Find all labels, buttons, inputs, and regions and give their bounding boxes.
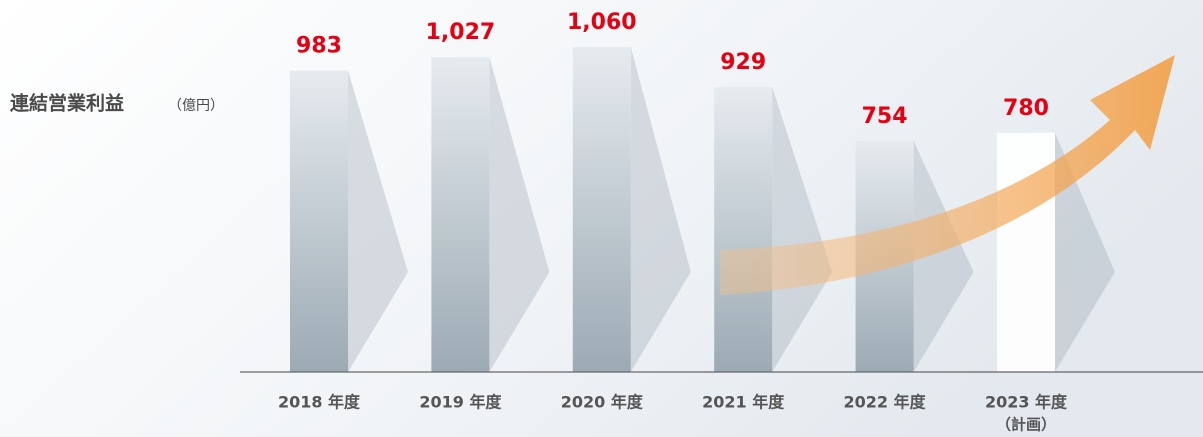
data-label: 754 bbox=[862, 104, 908, 129]
x-tick-label: 2019 年度 bbox=[419, 393, 502, 412]
x-tick-label: 2020 年度 bbox=[561, 393, 644, 412]
bar bbox=[431, 57, 490, 373]
bar-shadow bbox=[913, 140, 974, 372]
bar-shadow bbox=[630, 47, 691, 373]
x-tick-label: 2021 年度 bbox=[702, 393, 785, 412]
bar bbox=[714, 87, 773, 372]
chart-title: 連結営業利益 bbox=[10, 92, 124, 115]
x-tick-label: 2023 年度 bbox=[985, 393, 1068, 412]
bars bbox=[290, 47, 1115, 373]
data-label: 1,027 bbox=[426, 20, 496, 45]
data-label: 929 bbox=[720, 50, 766, 75]
bar-shadow bbox=[772, 87, 833, 372]
data-label: 1,060 bbox=[567, 10, 637, 35]
unit-label: （億円） bbox=[168, 98, 224, 114]
bar-shadow bbox=[348, 70, 408, 373]
bar bbox=[290, 70, 348, 373]
x-tick-note: （計画） bbox=[996, 416, 1056, 434]
data-label: 780 bbox=[1003, 96, 1049, 121]
bar-shadow bbox=[489, 57, 550, 373]
x-tick-label: 2018 年度 bbox=[278, 393, 361, 412]
bar bbox=[572, 47, 631, 373]
bar-shadow bbox=[1055, 132, 1115, 372]
growth-arrow bbox=[720, 55, 1175, 295]
data-label: 983 bbox=[296, 34, 342, 59]
x-tick-label: 2022 年度 bbox=[844, 393, 927, 412]
